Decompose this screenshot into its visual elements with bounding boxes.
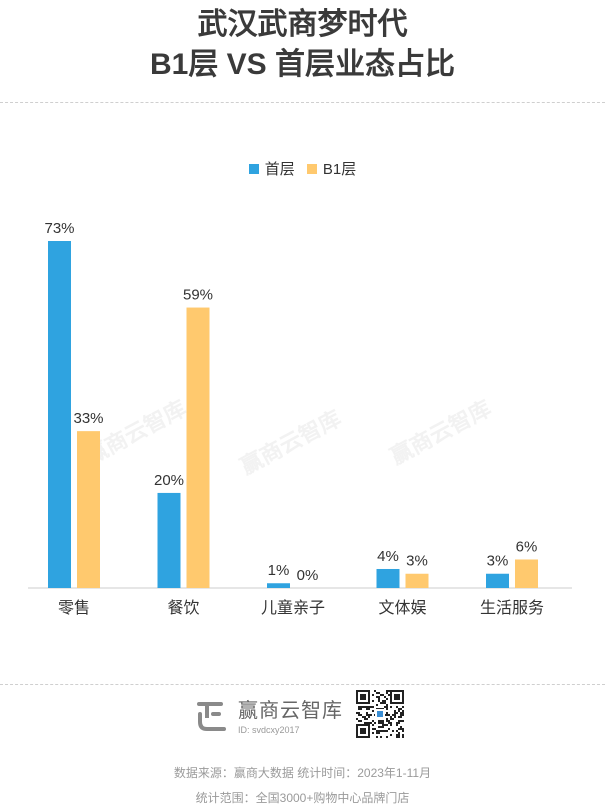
brand-id: ID: svdcxy2017: [238, 725, 300, 735]
bar-b1-0: [77, 431, 100, 588]
data-label-b1-1: 59%: [183, 287, 213, 304]
bar-b1-1: [186, 307, 210, 588]
bar-first-floor-2: [267, 583, 290, 588]
divider-top: [0, 102, 605, 103]
category-label-0: 零售: [58, 599, 90, 617]
bar-chart: 73% 33% 零售 20% 59% 餐饮 1% 0% 儿童亲子 4% 3% 文体娱 3% 6% 生活服务: [28, 220, 572, 617]
category-label-4: 生活服务: [480, 599, 544, 617]
category-label-1: 餐饮: [167, 599, 199, 617]
title-line-1: 武汉武商梦时代: [197, 8, 408, 41]
footer-source: 数据来源：赢商大数据 统计时间：2023年1-11月: [173, 766, 432, 780]
data-label-b1-0: 33%: [73, 410, 103, 427]
data-label-first-floor-3: 4%: [377, 548, 399, 565]
legend-item-first-floor: 首层: [248, 158, 295, 179]
legend-label-first-floor: 首层: [264, 161, 295, 178]
data-label-b1-4: 6%: [516, 538, 538, 555]
category-label-3: 文体娱: [378, 599, 426, 617]
bar-b1-4: [515, 559, 538, 588]
data-label-first-floor-0: 73%: [44, 220, 74, 237]
data-label-first-floor-2: 1%: [268, 562, 290, 579]
divider-bottom: [0, 684, 605, 685]
chart-legend: 首层 B1层: [0, 158, 605, 179]
bar-first-floor-3: [376, 568, 400, 588]
data-label-b1-3: 3%: [406, 553, 428, 570]
data-label-b1-2: 0%: [297, 567, 319, 584]
bar-first-floor-4: [486, 573, 509, 588]
legend-swatch-b1: [306, 163, 317, 174]
brand-name: 赢商云智库: [238, 700, 343, 722]
bar-first-floor-1: [157, 492, 181, 588]
qr-code-icon: [356, 690, 404, 738]
data-label-first-floor-4: 3%: [487, 553, 509, 570]
legend-label-b1: B1层: [322, 161, 357, 178]
title-line-2: B1层 VS 首层业态占比: [149, 48, 456, 81]
footer-scope: 统计范围：全国3000+购物中心品牌门店: [195, 791, 410, 805]
data-label-first-floor-1: 20%: [154, 472, 184, 489]
legend-swatch-first-floor: [248, 163, 259, 174]
category-label-2: 儿童亲子: [261, 598, 325, 617]
winshang-logo-icon: [197, 701, 226, 731]
bar-first-floor-0: [48, 241, 71, 588]
bar-b1-3: [405, 573, 429, 588]
brand-block: 赢商云智库 ID: svdcxy2017: [194, 694, 343, 735]
legend-item-b1: B1层: [306, 158, 357, 179]
